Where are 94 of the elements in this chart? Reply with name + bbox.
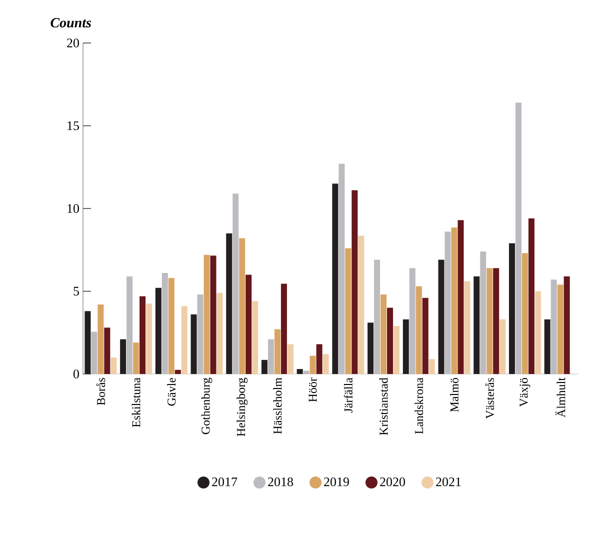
bar [120,339,126,374]
x-tick-label: Kristianstad [379,378,388,436]
bar [438,260,444,374]
bar [550,280,557,374]
bar [280,284,287,374]
bar [480,252,486,374]
x-tick-label: Hässleholm [273,378,282,434]
y-tick-label: 15 [68,121,79,130]
bar [190,314,197,374]
bar [104,328,110,374]
bar [84,311,91,374]
y-tick-label: 10 [68,204,79,213]
y-tick-label: 5 [74,286,79,296]
x-tick-label: Älmhult [555,378,566,418]
bar [557,284,564,374]
bar [428,359,435,374]
x-tick-label: Borås [96,378,106,406]
bar [268,339,274,374]
bar [168,278,174,374]
bar [303,370,310,374]
bar [98,304,104,374]
bar [246,274,252,374]
bar [416,286,422,374]
bar [210,256,216,374]
bar [345,248,352,374]
bar [544,319,550,374]
bar [181,306,188,374]
bar [91,332,98,374]
bar [409,268,416,374]
bar [252,301,258,374]
bar [358,236,364,374]
bar [239,238,246,374]
bar [146,304,152,374]
y-tick-label: 0 [73,370,79,378]
bar [261,360,268,374]
bar [508,243,515,374]
bar [500,319,506,374]
bar [197,294,204,374]
bar [474,276,480,374]
x-tick-label: Växjö [520,378,530,407]
bar [402,319,409,374]
bar [162,273,168,374]
bar [310,356,316,374]
legend-label: 2021 [436,477,461,486]
bar [204,254,210,374]
bar [374,260,380,374]
bar [140,296,146,374]
bar [368,322,374,374]
x-tick-label: Höör [308,378,317,402]
x-tick-label: Helsingborg [236,378,248,436]
x-tick-label: Gävle [167,378,176,406]
x-tick-label: Gothenburg [201,378,212,434]
bar [332,184,338,374]
bar [296,369,303,374]
bar [422,298,428,374]
x-tick-label: Järfälla [344,378,352,413]
bar [352,190,358,374]
bar [451,228,458,374]
bar [287,344,294,374]
bar [110,357,117,374]
bar [126,276,133,374]
bar [226,233,232,374]
x-tick-label: Landskrona [414,378,424,434]
bar [133,342,140,374]
x-tick-label: Eskilstuna [132,378,140,428]
legend-label: 2017 [212,477,238,486]
legend-label: 2019 [324,477,349,486]
bar [387,308,394,374]
legend-label: 2018 [268,477,294,486]
legend-label: 2020 [380,477,405,486]
bar [486,268,493,374]
bar [464,281,470,374]
bar [380,294,387,374]
bar [174,370,181,374]
bar [534,291,541,374]
x-tick-label: Västerås [485,378,494,419]
bar [493,268,500,374]
bar [515,102,522,374]
bar [316,344,322,374]
bar [394,326,400,374]
y-tick-label: 20 [67,38,79,48]
bar [155,288,162,374]
bar [232,194,239,374]
chart-title: Counts [50,18,92,28]
bar [564,276,570,374]
bar [528,218,534,374]
bar [444,232,451,374]
bar [338,164,345,374]
bar [522,253,528,374]
bar [458,220,464,374]
bar [216,292,223,374]
bar [274,329,280,374]
x-tick-label: Malmö [450,378,458,412]
bar [322,354,329,374]
